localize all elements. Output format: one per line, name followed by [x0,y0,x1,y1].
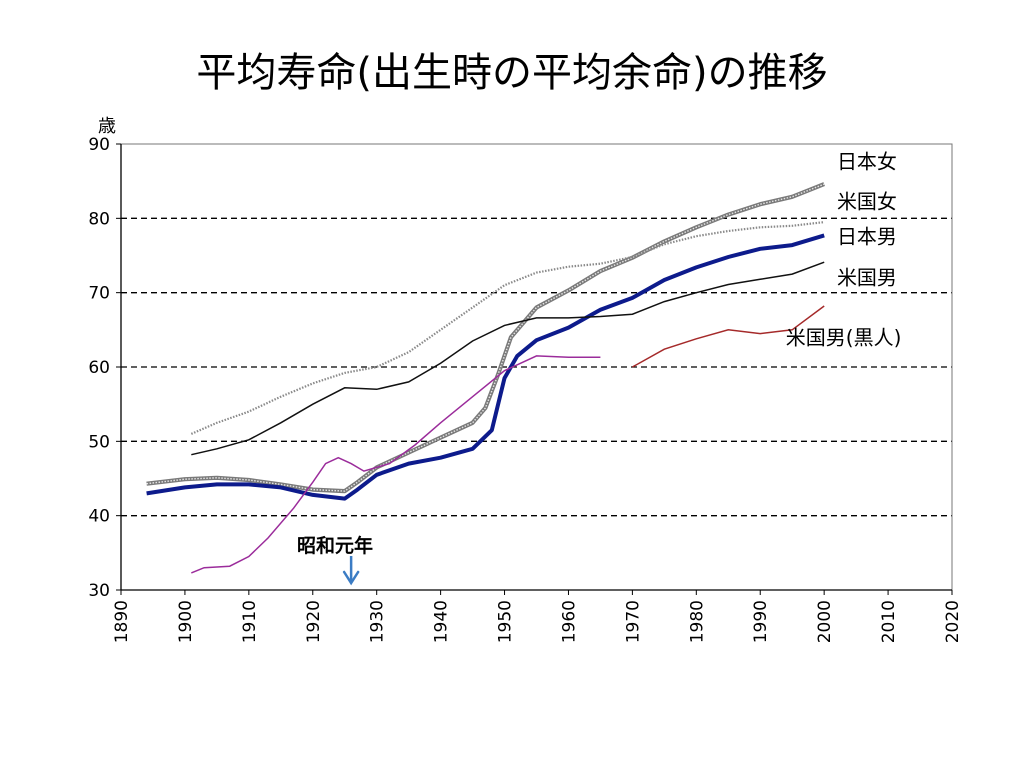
series-line-日本女-inner [146,183,825,492]
x-tick-label-1940: 1940 [432,600,452,643]
series-label-米国女: 米国女 [837,190,897,214]
x-tick-label-1930: 1930 [368,600,388,643]
series-label-米国男(黒人): 米国男(黒人) [786,326,902,350]
x-tick-label-1950: 1950 [496,600,516,643]
x-tick-label-1890: 1890 [112,600,132,643]
y-unit-label: 歳 [98,116,116,137]
y-tick-label-70: 70 [88,284,110,304]
series-label-日本男: 日本男 [837,225,897,249]
x-tick-label-1900: 1900 [176,600,196,643]
series-lines [146,182,825,574]
slide-title: 平均寿命(出生時の平均余命)の推移 [196,50,828,96]
y-tick-label-80: 80 [88,209,110,229]
x-tick-label-1990: 1990 [751,600,771,643]
y-tick-label-40: 40 [88,507,110,527]
series-label-米国男: 米国男 [837,265,897,289]
x-tick-label-2000: 2000 [815,600,835,643]
axes: 30 40 50 60 70 80 90 1890 1900 1910 1920 1930 1940 19… [88,135,963,643]
series-line-米国男(黒人) [632,305,825,368]
annotation-arrow [342,556,360,586]
x-tick-label-1980: 1980 [687,600,707,643]
x-tick-label-1920: 1920 [304,600,324,643]
showa-era-label: 昭和元年 [297,535,374,557]
series-line-米国男 [191,261,825,456]
x-tick-label-1910: 1910 [240,600,260,643]
series-line-日本男 [146,233,825,501]
series-line-米国女 [190,221,825,435]
y-tick-label-90: 90 [88,135,110,155]
grid-lines [121,217,952,517]
y-tick-label-30: 30 [88,581,110,601]
y-tick-label-60: 60 [88,358,110,378]
y-tick-label-50: 50 [88,432,110,452]
x-tick-label-1960: 1960 [559,600,579,643]
series-line-日本女 [146,182,825,494]
x-tick-label-1970: 1970 [623,600,643,643]
series-line-unlabeled-5 [191,355,601,574]
x-tick-label-2020: 2020 [943,600,963,643]
series-label-日本女: 日本女 [837,150,897,174]
down-arrow-icon [342,570,360,586]
x-tick-label-2010: 2010 [879,600,899,643]
